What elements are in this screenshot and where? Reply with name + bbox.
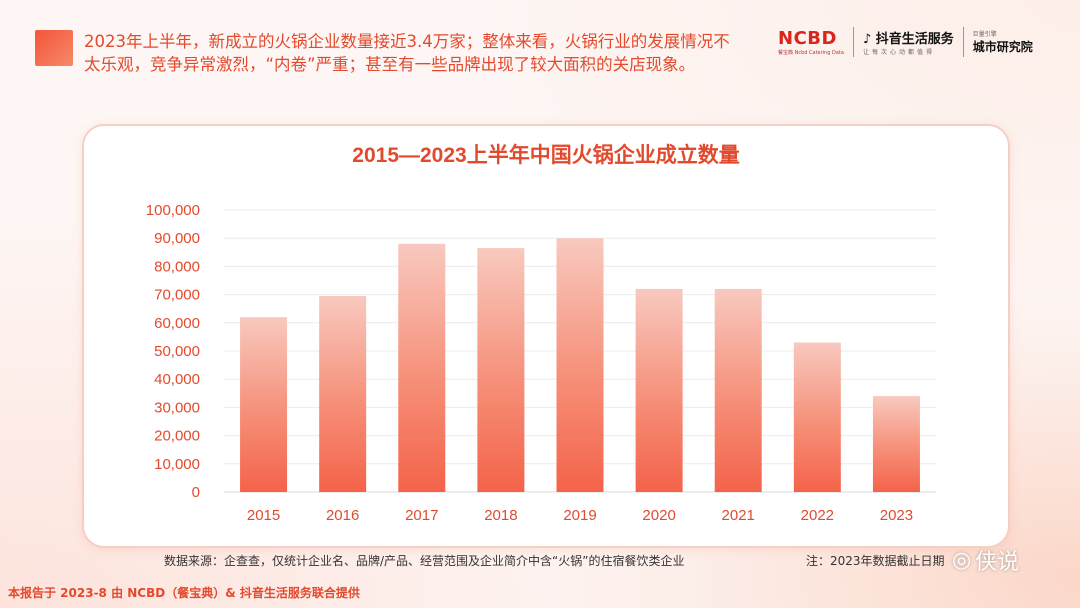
data-cutoff-note: 注：2023年数据截止日期 xyxy=(806,554,945,568)
y-tick-label: 50,000 xyxy=(154,343,200,360)
x-tick-label: 2017 xyxy=(405,507,438,524)
partner-logos: NCBD 餐宝典 Ncbd Catering Data ♪ 抖音生活服务 让每次… xyxy=(778,24,1033,60)
bar-2017 xyxy=(398,243,446,492)
x-tick-label: 2015 xyxy=(247,507,280,524)
x-tick-label: 2020 xyxy=(642,507,675,524)
y-tick-label: 90,000 xyxy=(154,230,200,247)
ncbd-logo-subtext: 餐宝典 Ncbd Catering Data xyxy=(778,50,844,56)
bar-2018 xyxy=(477,248,525,492)
bar-2022 xyxy=(793,342,841,492)
city-institute-logo: 巨量引擎 城市研究院 xyxy=(973,29,1033,55)
wechat-watermark: ◎ 侠说 xyxy=(952,544,1019,576)
x-tick-label: 2022 xyxy=(801,507,834,524)
watermark-text: 侠说 xyxy=(975,550,1020,575)
x-tick-label: 2021 xyxy=(722,507,755,524)
douyin-logo-text: 抖音生活服务 xyxy=(875,32,954,47)
bar-2020 xyxy=(635,288,683,492)
y-tick-label: 0 xyxy=(192,484,200,501)
city-logo-text: 城市研究院 xyxy=(972,40,1033,54)
x-tick-label: 2016 xyxy=(326,507,359,524)
y-tick-label: 60,000 xyxy=(154,315,200,332)
douyin-logo: ♪ 抖音生活服务 让每次心动都值得 xyxy=(863,28,954,56)
bar-2016 xyxy=(319,296,367,492)
y-tick-label: 30,000 xyxy=(154,399,200,416)
logo-divider xyxy=(852,27,854,57)
bar-2019 xyxy=(556,238,604,492)
x-tick-label: 2018 xyxy=(484,507,517,524)
y-tick-label: 70,000 xyxy=(154,287,200,304)
ncbd-logo: NCBD 餐宝典 Ncbd Catering Data xyxy=(778,28,844,56)
x-tick-label: 2023 xyxy=(880,507,913,524)
bar-chart: 2015—2023上半年中国火锅企业成立数量 0 10,000 20,000 30,0… xyxy=(146,143,936,524)
y-tick-label: 40,000 xyxy=(154,371,200,388)
y-tick-label: 100,000 xyxy=(146,202,200,219)
y-tick-label: 10,000 xyxy=(154,456,200,473)
report-footer: 本报告于 2023-8 由 NCBD（餐宝典）& 抖音生活服务联合提供 xyxy=(8,586,360,600)
header-summary-text: 2023年上半年，新成立的火锅企业数量接近3.4万家；整体来看，火锅行业的发展情… xyxy=(84,32,730,74)
city-logo-subtext: 巨量引擎 xyxy=(972,31,997,38)
y-tick-label: 80,000 xyxy=(154,258,200,275)
x-tick-label: 2019 xyxy=(563,507,596,524)
chart-title: 2015—2023上半年中国火锅企业成立数量 xyxy=(352,143,739,167)
chart-card: 2015—2023上半年中国火锅企业成立数量 0 10,000 20,000 30,0… xyxy=(82,124,1010,548)
wechat-icon: ◎ xyxy=(952,547,972,573)
ncbd-logo-text: NCBD xyxy=(778,28,837,49)
bar-2021 xyxy=(714,288,762,492)
bar-2015 xyxy=(240,317,288,492)
douyin-note-icon: ♪ xyxy=(862,32,872,47)
bar-2023 xyxy=(872,396,920,492)
douyin-logo-subtext: 让每次心动都值得 xyxy=(862,49,935,56)
header-accent-square xyxy=(35,30,73,66)
data-source-note: 数据来源：企查查，仅统计企业名、品牌/产品、经营范围及企业简介中含“火锅”的住宿… xyxy=(164,554,685,568)
logo-divider xyxy=(962,27,964,57)
y-tick-label: 20,000 xyxy=(154,428,200,445)
